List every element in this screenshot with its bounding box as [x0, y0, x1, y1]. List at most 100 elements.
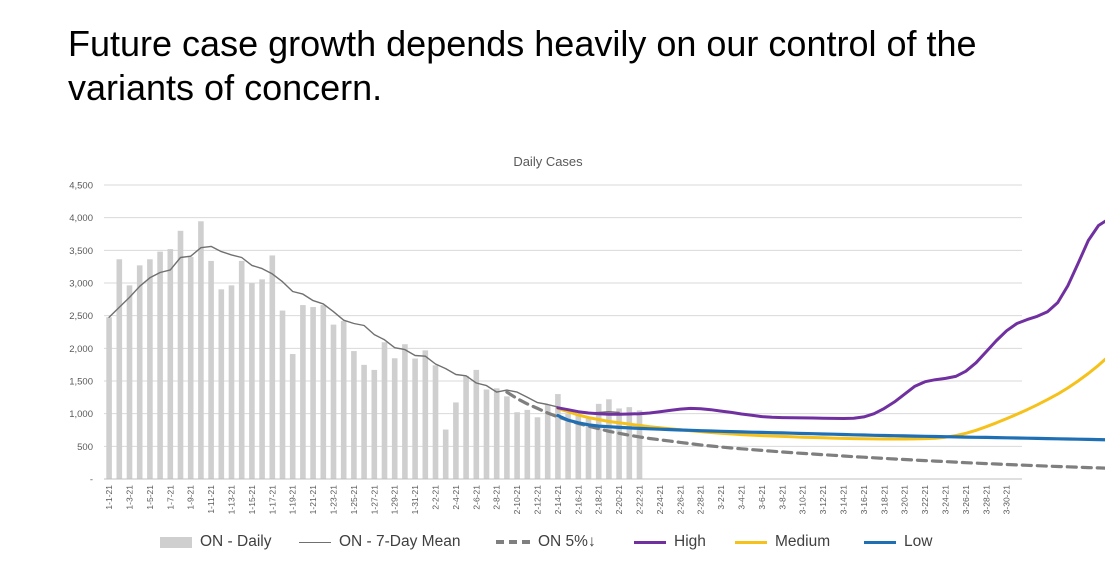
- daily-bar: [453, 402, 459, 479]
- x-tick-label: 1-5-21: [145, 485, 155, 510]
- legend-item-high: High: [634, 530, 706, 554]
- daily-bar: [136, 265, 143, 479]
- x-tick-label: 2-16-21: [573, 485, 583, 515]
- daily-bar: [555, 394, 561, 479]
- daily-bar: [269, 255, 276, 479]
- x-tick-label: 3-18-21: [879, 485, 889, 515]
- legend-swatch-dashed: [496, 540, 530, 544]
- low-scenario-line: [556, 414, 1105, 442]
- daily-bar: [208, 260, 214, 479]
- legend-item-on-daily: ON - Daily: [160, 530, 271, 554]
- daily-bar: [167, 249, 174, 479]
- daily-bar: [279, 310, 286, 479]
- on5-projection-line: [505, 390, 1105, 470]
- daily-bar: [463, 375, 469, 479]
- daily-bar: [412, 358, 418, 479]
- daily-bar: [340, 321, 347, 479]
- daily-bar: [126, 285, 133, 479]
- x-tick-label: 1-15-21: [247, 485, 257, 515]
- x-tick-label: 2-20-21: [614, 485, 624, 515]
- chart-title: Daily Cases: [513, 154, 583, 169]
- y-tick-label: 1,000: [69, 409, 93, 420]
- x-tick-label: 1-11-21: [206, 485, 216, 514]
- daily-bars: [106, 221, 643, 479]
- legend-swatch-line: [735, 540, 767, 544]
- x-tick-label: 3-14-21: [839, 485, 849, 515]
- daily-bar: [147, 259, 153, 479]
- legend-item-on-7day-mean: ON - 7-Day Mean: [299, 530, 460, 554]
- x-tick-label: 1-31-21: [410, 485, 420, 515]
- y-tick-label: 3,000: [69, 279, 93, 290]
- daily-bar: [361, 364, 367, 479]
- daily-bar: [534, 417, 541, 479]
- x-tick-label: 2-22-21: [635, 485, 645, 515]
- daily-bar: [585, 416, 592, 479]
- daily-bar: [371, 369, 378, 479]
- daily-bar: [218, 289, 225, 479]
- legend-label: Medium: [775, 533, 831, 550]
- x-tick-label: 1-19-21: [288, 485, 298, 515]
- medium-scenario-line: [556, 357, 1105, 441]
- x-tick-label: 1-25-21: [349, 485, 359, 515]
- daily-bar: [320, 305, 327, 479]
- legend-label: ON 5%↓: [538, 533, 596, 550]
- legend-swatch-line: [634, 540, 666, 544]
- legend-swatch-line: [864, 540, 896, 544]
- daily-bar: [259, 279, 265, 479]
- x-tick-label: 3-30-21: [1002, 485, 1012, 515]
- x-tick-label: 2-4-21: [451, 485, 461, 510]
- daily-bar: [514, 412, 520, 479]
- legend-item-on-5pct: ON 5%↓: [496, 530, 596, 554]
- y-tick-label: 500: [77, 442, 93, 453]
- series-lines: [108, 219, 1105, 470]
- chart-legend: ON - Daily ON - 7-Day Mean ON 5%↓ High M…: [0, 530, 1105, 554]
- x-tick-label: 1-7-21: [165, 485, 175, 510]
- daily-bar: [422, 350, 429, 479]
- legend-item-medium: Medium: [735, 530, 830, 554]
- x-tick-label: 3-24-21: [941, 485, 951, 515]
- daily-bar: [187, 256, 194, 479]
- daily-bar: [351, 351, 357, 479]
- x-tick-label: 1-9-21: [186, 485, 196, 510]
- gridlines: [104, 184, 1022, 447]
- legend-label: ON - 7-Day Mean: [339, 533, 461, 550]
- high-scenario-line: [556, 219, 1105, 420]
- x-tick-label: 3-10-21: [798, 485, 808, 515]
- legend-label: Low: [904, 533, 933, 550]
- daily-bar: [330, 324, 337, 479]
- daily-bar: [289, 354, 296, 479]
- x-tick-label: 3-28-21: [981, 485, 991, 515]
- daily-bar: [116, 259, 123, 479]
- daily-bar: [544, 404, 551, 479]
- daily-bar: [198, 221, 204, 479]
- x-tick-label: 1-29-21: [390, 485, 400, 515]
- daily-bar: [616, 408, 622, 479]
- daily-bar: [157, 251, 163, 479]
- daily-bar: [473, 369, 480, 479]
- y-tick-label: 4,000: [69, 213, 93, 224]
- x-tick-label: 3-4-21: [737, 485, 747, 510]
- x-tick-label: 2-8-21: [492, 485, 502, 510]
- daily-bar: [177, 230, 184, 479]
- daily-bar: [381, 342, 388, 479]
- x-tick-label: 2-12-21: [533, 485, 543, 515]
- x-tick-label: 3-16-21: [859, 485, 869, 515]
- x-tick-label: 1-23-21: [329, 485, 339, 515]
- daily-bar: [626, 407, 633, 479]
- x-tick-label: 3-22-21: [920, 485, 930, 515]
- y-tick-label: 1,500: [69, 377, 93, 388]
- y-tick-label: 4,500: [69, 181, 93, 192]
- daily-bar: [575, 415, 582, 479]
- x-tick-label: 3-6-21: [757, 485, 767, 510]
- daily-bar: [595, 403, 602, 479]
- x-tick-label: 1-3-21: [125, 485, 135, 510]
- daily-bar: [504, 396, 510, 479]
- daily-bar: [238, 260, 245, 479]
- x-tick-label: 1-17-21: [267, 485, 277, 515]
- legend-swatch-line: [299, 541, 331, 543]
- daily-bar: [391, 358, 398, 479]
- x-tick-label: 1-27-21: [369, 485, 379, 515]
- daily-bar: [249, 283, 255, 479]
- x-tick-label: 1-21-21: [308, 485, 318, 515]
